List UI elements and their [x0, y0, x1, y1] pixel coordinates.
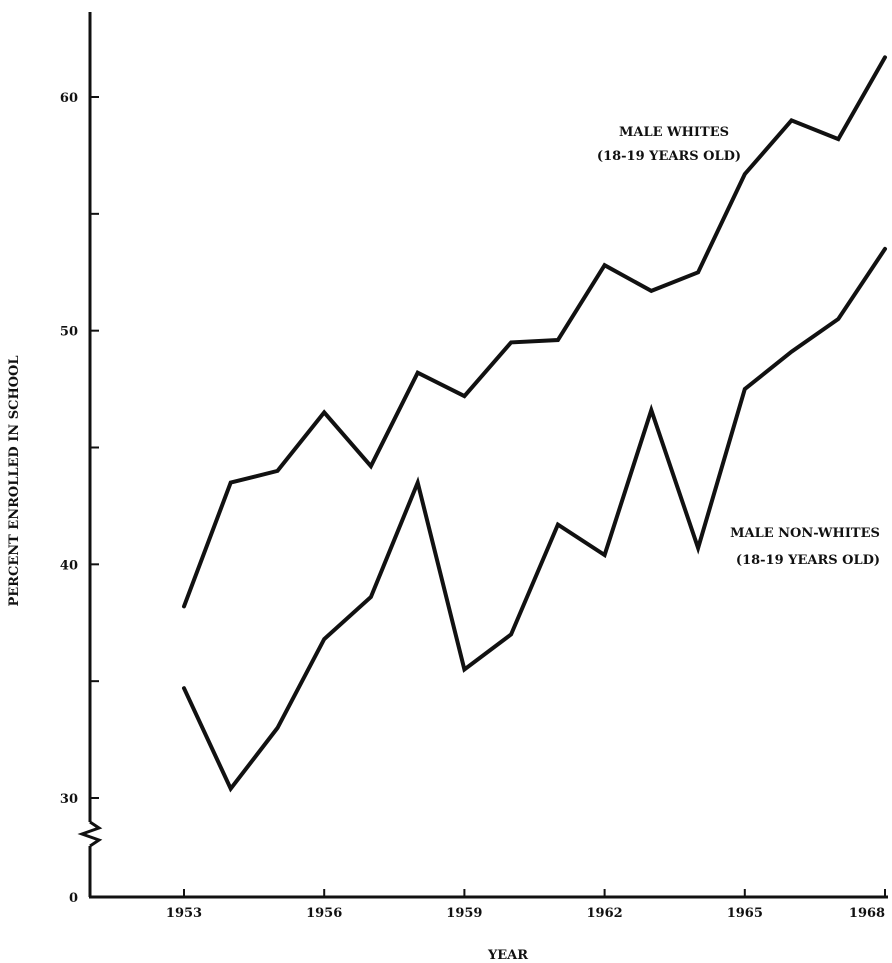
series-label-line: MALE WHITES — [619, 125, 729, 140]
series-label-line: (18-19 YEARS OLD) — [736, 553, 880, 568]
series-label-line: MALE NON-WHITES — [730, 526, 880, 541]
x-tick-label: 1959 — [446, 906, 482, 921]
y-tick-label: 0 — [69, 891, 78, 906]
series-line-male-non-whites — [182, 246, 887, 793]
series-label-male-whites: MALE WHITES (18-19 YEARS OLD) — [597, 125, 741, 164]
y-axis-title: PERCENT ENROLLED IN SCHOOL — [7, 355, 22, 606]
x-tick-label: 1968 — [849, 906, 885, 921]
x-axis-title: YEAR — [487, 948, 528, 963]
x-tick-label: 1962 — [587, 906, 623, 921]
x-tick-label: 1953 — [166, 906, 202, 921]
x-axis-ticks: 1953 1956 1959 1962 1965 1968 — [166, 889, 886, 921]
series-label-male-non-whites: MALE NON-WHITES (18-19 YEARS OLD) — [730, 526, 880, 568]
y-tick-label: 30 — [60, 792, 78, 807]
x-tick-label: 1956 — [306, 906, 342, 921]
y-tick-label: 50 — [60, 325, 78, 340]
y-tick-label: 40 — [60, 558, 78, 573]
y-tick-label: 60 — [60, 91, 78, 106]
x-tick-label: 1965 — [727, 906, 763, 921]
series-label-line: (18-19 YEARS OLD) — [597, 149, 741, 164]
y-axis-break — [77, 820, 103, 848]
series-lines — [182, 55, 887, 793]
series-line-male-whites — [182, 55, 887, 609]
y-axis-ticks: 0 30 40 50 60 — [60, 91, 99, 906]
